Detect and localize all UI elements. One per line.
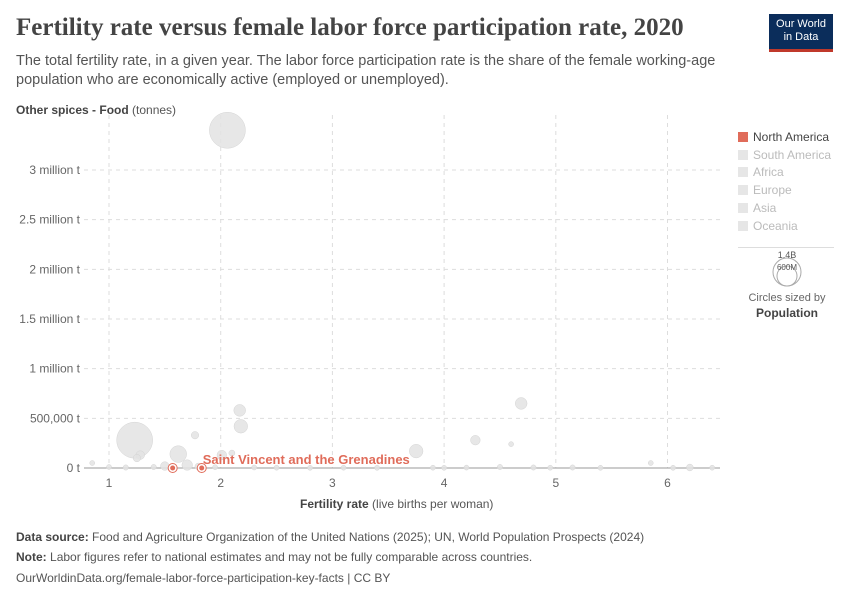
x-tick-label: 1	[106, 476, 113, 490]
legend-swatch	[738, 202, 748, 213]
legend-label: North America	[753, 130, 830, 144]
chart-title: Fertility rate versus female labor force…	[16, 14, 684, 41]
source-url[interactable]: OurWorldinData.org/female-labor-force-pa…	[16, 571, 391, 585]
legend-label: South America	[753, 147, 832, 162]
y-tick-label: 500,000 t	[30, 411, 81, 425]
data-point[interactable]	[191, 431, 199, 440]
data-point[interactable]	[233, 404, 246, 417]
data-point[interactable]	[709, 464, 715, 471]
y-tick-label: 1 million t	[29, 362, 80, 376]
data-point[interactable]	[470, 435, 481, 446]
data-point[interactable]	[116, 421, 153, 459]
data-point[interactable]	[181, 459, 193, 471]
legend-item[interactable]: South America	[738, 148, 831, 162]
legend-item[interactable]: North America	[738, 130, 829, 144]
y-tick-label: 2 million t	[29, 262, 80, 276]
x-axis-unit: (live births per woman)	[372, 497, 494, 511]
data-point[interactable]	[307, 465, 313, 471]
data-point[interactable]	[569, 464, 576, 471]
y-tick-label: 0 t	[67, 461, 81, 475]
note-text: Labor figures refer to national estimate…	[50, 550, 533, 564]
size-legend-max: 1.4B	[777, 250, 797, 260]
data-point[interactable]	[597, 465, 604, 471]
note: Note: Labor figures refer to national es…	[16, 550, 532, 564]
data-point[interactable]	[216, 450, 227, 461]
legend-swatch	[738, 149, 748, 160]
data-point[interactable]	[150, 464, 157, 470]
size-caption: Circles sized by	[748, 292, 826, 304]
data-point[interactable]	[409, 444, 424, 459]
data-point[interactable]	[89, 460, 95, 466]
legend-swatch	[738, 185, 748, 196]
legend-label: Europe	[753, 183, 792, 198]
point-label: Saint Vincent and the Grenadines	[203, 452, 410, 467]
x-tick-label: 5	[552, 476, 559, 490]
x-tick-label: 2	[217, 476, 224, 490]
y-axis-unit: (tonnes)	[132, 103, 177, 117]
data-point[interactable]	[430, 464, 436, 471]
legend-label: Africa	[753, 165, 784, 180]
data-point[interactable]	[169, 445, 187, 463]
data-source: Data source: Food and Agriculture Organi…	[16, 530, 644, 544]
data-point[interactable]	[212, 464, 218, 470]
data-point[interactable]	[508, 441, 514, 447]
legend-swatch	[738, 167, 748, 178]
y-axis-label: Other spices - Food (tonnes)	[16, 103, 176, 117]
note-label: Note:	[16, 550, 47, 564]
data-point[interactable]	[547, 464, 553, 471]
data-point[interactable]	[106, 464, 112, 470]
x-axis-label: Fertility rate (live births per woman)	[300, 497, 493, 511]
chart-subtitle: The total fertility rate, in a given yea…	[16, 53, 716, 88]
data-point[interactable]	[209, 112, 246, 149]
x-tick-label: 3	[329, 476, 336, 490]
legend-item[interactable]: Africa	[738, 165, 784, 179]
x-tick-label: 4	[441, 476, 448, 490]
y-axis-label-bold: Other spices - Food	[16, 103, 129, 117]
size-legend-min: 600M	[776, 263, 797, 272]
data-point[interactable]	[374, 465, 380, 471]
source-label: Data source:	[16, 530, 89, 544]
data-point[interactable]	[497, 464, 503, 470]
data-point[interactable]	[122, 464, 129, 471]
data-point[interactable]	[132, 454, 141, 463]
data-point[interactable]	[273, 464, 280, 471]
data-point[interactable]	[228, 449, 236, 457]
legend-label: Oceania	[753, 218, 798, 233]
data-point[interactable]	[647, 460, 654, 466]
data-point[interactable]	[441, 465, 447, 471]
x-axis-label-bold: Fertility rate	[300, 497, 369, 511]
data-point[interactable]	[251, 464, 257, 471]
data-point[interactable]	[340, 464, 347, 471]
legend-label: Asia	[753, 200, 777, 215]
x-tick-label: 6	[664, 476, 671, 490]
data-point[interactable]	[686, 463, 694, 472]
y-tick-label: 3 million t	[29, 163, 80, 177]
highlight-point[interactable]	[170, 465, 176, 471]
legend-swatch	[738, 220, 748, 231]
data-point[interactable]	[530, 464, 537, 471]
y-tick-label: 2.5 million t	[19, 213, 80, 227]
size-variable: Population	[756, 306, 818, 320]
data-point[interactable]	[233, 419, 248, 434]
legend-item[interactable]: Oceania	[738, 219, 798, 233]
highlight-point[interactable]	[199, 465, 205, 471]
data-point[interactable]	[515, 397, 528, 410]
legend-item[interactable]: Europe	[738, 183, 792, 197]
legend-swatch	[738, 132, 748, 142]
legend-item[interactable]: Asia	[738, 201, 776, 215]
owid-logo[interactable]: Our World in Data	[769, 14, 833, 52]
data-point[interactable]	[463, 464, 470, 471]
y-tick-label: 1.5 million t	[19, 312, 80, 326]
source-text: Food and Agriculture Organization of the…	[92, 530, 645, 544]
data-point[interactable]	[670, 465, 676, 471]
